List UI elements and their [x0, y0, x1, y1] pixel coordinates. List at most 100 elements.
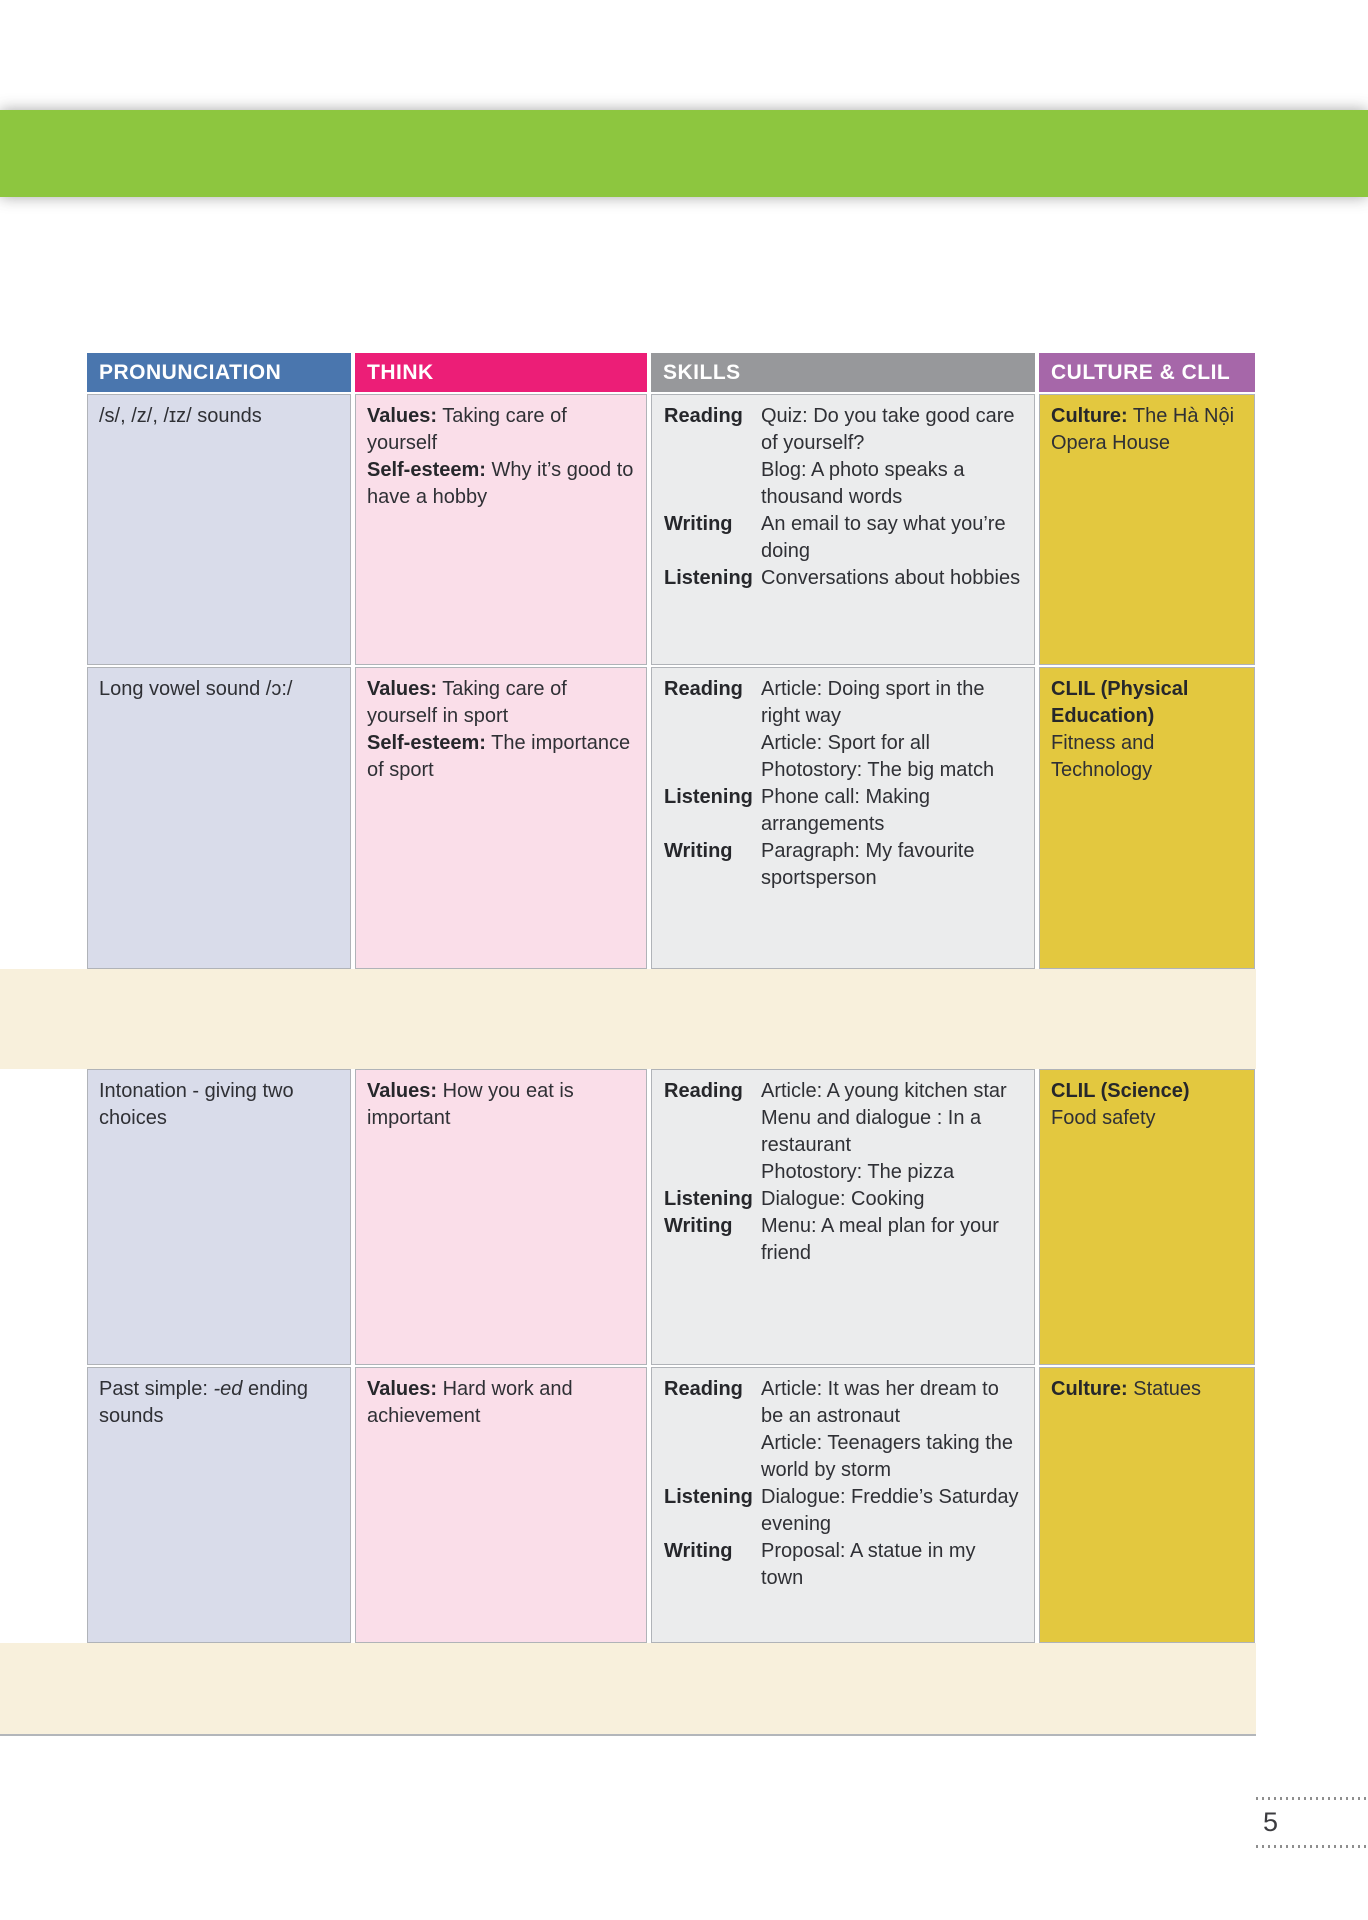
pronunciation-text: Long vowel sound /ɔ:/ [99, 676, 339, 703]
skill-item: Blog: A photo speaks a thousand words [761, 459, 965, 508]
skill-label: Reading [664, 678, 743, 700]
text-segment: ending sounds [99, 1378, 309, 1427]
skill-group: Writing An email to say what you’re doing [664, 511, 1023, 565]
skill-items: Article: A young kitchen star Menu and di… [761, 1078, 1023, 1186]
culture-text: Fitness and Technology [1051, 732, 1155, 781]
think-entry: Values: Taking care of yourself in sport [367, 676, 635, 730]
pronunciation-text: Intonation - giving two choices [99, 1078, 339, 1132]
skill-item: Menu: A meal plan for your friend [761, 1215, 999, 1264]
skill-items: Conversations about hobbies [761, 565, 1023, 592]
think-entry: Values: How you eat is important [367, 1078, 635, 1132]
think-cell: Values: How you eat is important [355, 1069, 647, 1365]
scope-sequence-table: PRONUNCIATION THINK SKILLS CULTURE & CLI… [0, 353, 1256, 1736]
skill-label: Reading [664, 1080, 743, 1102]
skills-cell: Reading Article: A young kitchen star Menu… [651, 1069, 1035, 1365]
skill-items: Dialogue: Cooking [761, 1186, 1023, 1213]
skill-label: Reading [664, 1378, 743, 1400]
skills-cell: Reading Article: Doing sport in the right… [651, 667, 1035, 969]
table-row: /s/, /z/, /ɪz/ sounds Values: Taking care… [87, 394, 1255, 665]
think-entry: Values: Hard work and achievement [367, 1376, 635, 1430]
dotted-divider [1256, 1797, 1368, 1800]
skill-items: Dialogue: Freddie’s Saturday evening [761, 1484, 1023, 1538]
culture-cell: CLIL (Physical Education) Fitness and Tec… [1039, 667, 1255, 969]
column-header-culture-clil: CULTURE & CLIL [1039, 353, 1255, 392]
think-entry-text: Taking care of yourself in sport [367, 678, 567, 727]
skill-group: Listening Dialogue: Cooking [664, 1186, 1023, 1213]
culture-rest: The Hà Nội Opera House [1051, 405, 1235, 454]
skill-item: Dialogue: Freddie’s Saturday evening [761, 1486, 1019, 1535]
skill-label: Listening [664, 1486, 753, 1508]
review-band [0, 1643, 1256, 1736]
skill-items: Article: Doing sport in the right way Art… [761, 676, 1023, 784]
column-header-think: THINK [355, 353, 647, 392]
skill-group: Reading Article: It was her dream to be a… [664, 1376, 1023, 1484]
skill-group: Listening Conversations about hobbies [664, 565, 1023, 592]
skill-group: Writing Proposal: A statue in my town [664, 1538, 1023, 1592]
skills-cell: Reading Quiz: Do you take good care of yo… [651, 394, 1035, 665]
culture-heading: CLIL (Science) [1051, 1080, 1190, 1102]
skill-item: Article: It was her dream to be an astro… [761, 1378, 999, 1427]
text-segment: Past simple: [99, 1378, 214, 1400]
culture-heading: Culture: [1051, 405, 1128, 427]
skill-item: Photostory: The pizza [761, 1161, 955, 1183]
table-header-row: PRONUNCIATION THINK SKILLS CULTURE & CLI… [87, 353, 1255, 392]
skill-items: An email to say what you’re doing [761, 511, 1023, 565]
text-segment: Long vowel sound /ɔ:/ [99, 678, 293, 700]
skill-item: Photostory: The big match [761, 759, 995, 781]
culture-cell: Culture: Statues [1039, 1367, 1255, 1643]
skill-label: Listening [664, 567, 753, 589]
culture-cell: CLIL (Science) Food safety [1039, 1069, 1255, 1365]
skill-item: Phone call: Making arrangements [761, 786, 930, 835]
skill-group: Writing Paragraph: My favourite sportsper… [664, 838, 1023, 892]
pronunciation-cell: Long vowel sound /ɔ:/ [87, 667, 351, 969]
culture-heading: Culture: [1051, 1378, 1128, 1400]
skill-items: Quiz: Do you take good care of yourself?… [761, 403, 1023, 511]
page-number-block: 5 [1256, 1797, 1368, 1848]
skill-label: Writing [664, 513, 733, 535]
skill-group: Reading Quiz: Do you take good care of yo… [664, 403, 1023, 511]
think-entry-text: How you eat is important [367, 1080, 574, 1129]
skills-cell: Reading Article: It was her dream to be a… [651, 1367, 1035, 1643]
header-band [0, 110, 1368, 197]
skill-items: Article: It was her dream to be an astro… [761, 1376, 1023, 1484]
column-header-pronunciation: PRONUNCIATION [87, 353, 351, 392]
table-row: Past simple: -ed ending sounds Values: Ha… [87, 1367, 1255, 1643]
pronunciation-text: Past simple: -ed ending sounds [99, 1376, 339, 1430]
think-entry-label: Values: [367, 405, 438, 427]
think-cell: Values: Hard work and achievement [355, 1367, 647, 1643]
skill-group: Reading Article: Doing sport in the right… [664, 676, 1023, 784]
culture-cell: Culture: The Hà Nội Opera House [1039, 394, 1255, 665]
pronunciation-cell: Past simple: -ed ending sounds [87, 1367, 351, 1643]
skill-label: Writing [664, 1215, 733, 1237]
skill-item: Article: Teenagers taking the world by s… [761, 1432, 1014, 1481]
skill-item: Conversations about hobbies [761, 567, 1021, 589]
think-entry-text: The importance of sport [367, 732, 631, 781]
think-entry-text: Why it’s good to have a hobby [367, 459, 634, 508]
text-segment: -ed [213, 1378, 243, 1400]
dotted-divider [1256, 1845, 1368, 1848]
skill-item: Menu and dialogue : In a restaurant [761, 1107, 982, 1156]
pronunciation-text: /s/, /z/, /ɪz/ sounds [99, 403, 339, 430]
think-cell: Values: Taking care of yourself in sport… [355, 667, 647, 969]
culture-text: Food safety [1051, 1107, 1156, 1129]
think-entry-label: Self-esteem: [367, 459, 486, 481]
skill-group: Listening Phone call: Making arrangements [664, 784, 1023, 838]
think-entry-label: Self-esteem: [367, 732, 486, 754]
skill-item: Proposal: A statue in my town [761, 1540, 976, 1589]
think-entry-label: Values: [367, 1080, 438, 1102]
skill-label: Listening [664, 786, 753, 808]
skill-items: Paragraph: My favourite sportsperson [761, 838, 1023, 892]
think-cell: Values: Taking care of yourself Self-este… [355, 394, 647, 665]
skill-label: Reading [664, 405, 743, 427]
text-segment: /s/, /z/, /ɪz/ sounds [99, 405, 262, 427]
skill-items: Phone call: Making arrangements [761, 784, 1023, 838]
skill-item: Article: Doing sport in the right way [761, 678, 985, 727]
review-band [0, 969, 1256, 1069]
text-segment: Intonation - giving two choices [99, 1080, 294, 1129]
table-row: Intonation - giving two choices Values: H… [87, 1069, 1255, 1365]
think-entry: Values: Taking care of yourself [367, 403, 635, 457]
skill-label: Writing [664, 1540, 733, 1562]
skill-item: Paragraph: My favourite sportsperson [761, 840, 975, 889]
think-entry-label: Values: [367, 678, 438, 700]
think-entry-label: Values: [367, 1378, 438, 1400]
